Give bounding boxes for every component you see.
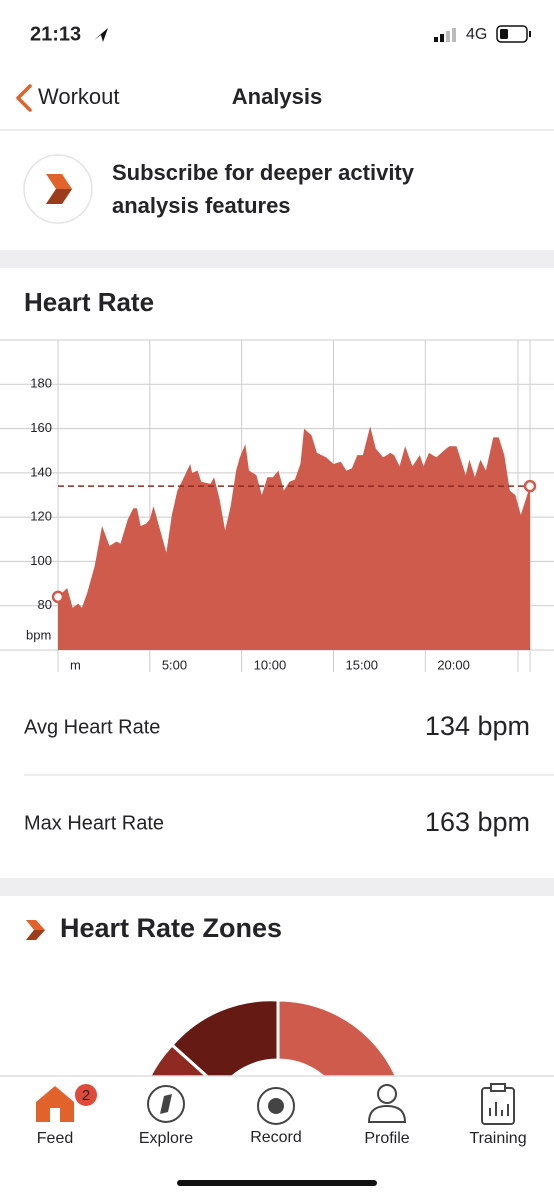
zones-icon — [26, 920, 45, 940]
back-label[interactable]: Workout — [38, 84, 120, 109]
tab-record[interactable]: Record — [250, 1087, 302, 1146]
y-tick-label: 140 — [30, 464, 52, 479]
zones-title: Heart Rate Zones — [60, 913, 282, 943]
tab-label[interactable]: Training — [469, 1130, 526, 1147]
signal-icon — [434, 28, 456, 42]
tab-feed[interactable]: 2 Feed — [36, 1082, 99, 1147]
y-tick-label: 120 — [30, 509, 52, 524]
stat-label: Avg Heart Rate — [24, 716, 160, 738]
y-tick-label: 80 — [38, 597, 52, 612]
x-tick-label: m — [70, 657, 81, 672]
section-gap — [0, 250, 554, 268]
y-tick-label: 180 — [30, 376, 52, 391]
heart-rate-area — [58, 426, 530, 650]
network-type: 4G — [466, 26, 487, 43]
y-tick-label: 100 — [30, 553, 52, 568]
tab-label[interactable]: Explore — [139, 1130, 193, 1147]
tab-training[interactable]: Training — [469, 1083, 527, 1147]
endpoint-marker — [523, 479, 537, 493]
banner-text: Subscribe for deeper activity — [112, 160, 415, 185]
endpoint-marker — [51, 590, 65, 604]
banner-text: analysis features — [112, 193, 291, 218]
y-unit: bpm — [26, 627, 51, 642]
home-indicator — [177, 1180, 377, 1186]
battery-icon — [496, 25, 531, 43]
x-tick-label: 20:00 — [437, 657, 470, 672]
stat-label: Max Heart Rate — [24, 812, 164, 834]
x-tick-label: 10:00 — [254, 657, 287, 672]
heart-rate-chart: 80 100 120 140 160 180 bpm m 5:00 10:00 15:00 20:00 — [0, 339, 554, 672]
x-tick-label: 15:00 — [345, 657, 378, 672]
y-tick-label: 160 — [30, 420, 52, 435]
x-tick-label: 5:00 — [162, 657, 187, 672]
tab-label[interactable]: Feed — [37, 1130, 73, 1147]
card-title: Heart Rate — [24, 287, 154, 317]
status-time: 21:13 — [30, 23, 81, 45]
location-icon — [94, 28, 108, 42]
subscribe-banner[interactable]: Subscribe for deeper activity analysis f… — [23, 154, 415, 224]
back-button[interactable]: Workout — [16, 84, 120, 112]
section-gap — [0, 878, 554, 896]
tab-explore[interactable]: Explore — [139, 1085, 193, 1147]
stat-value: 163 bpm — [425, 807, 530, 837]
tab-label[interactable]: Profile — [364, 1130, 409, 1147]
stat-value: 134 bpm — [425, 711, 530, 741]
tab-badge: 2 — [82, 1087, 90, 1104]
nav-title: Analysis — [232, 84, 323, 109]
tab-label[interactable]: Record — [250, 1129, 302, 1146]
tab-profile[interactable]: Profile — [364, 1084, 410, 1147]
